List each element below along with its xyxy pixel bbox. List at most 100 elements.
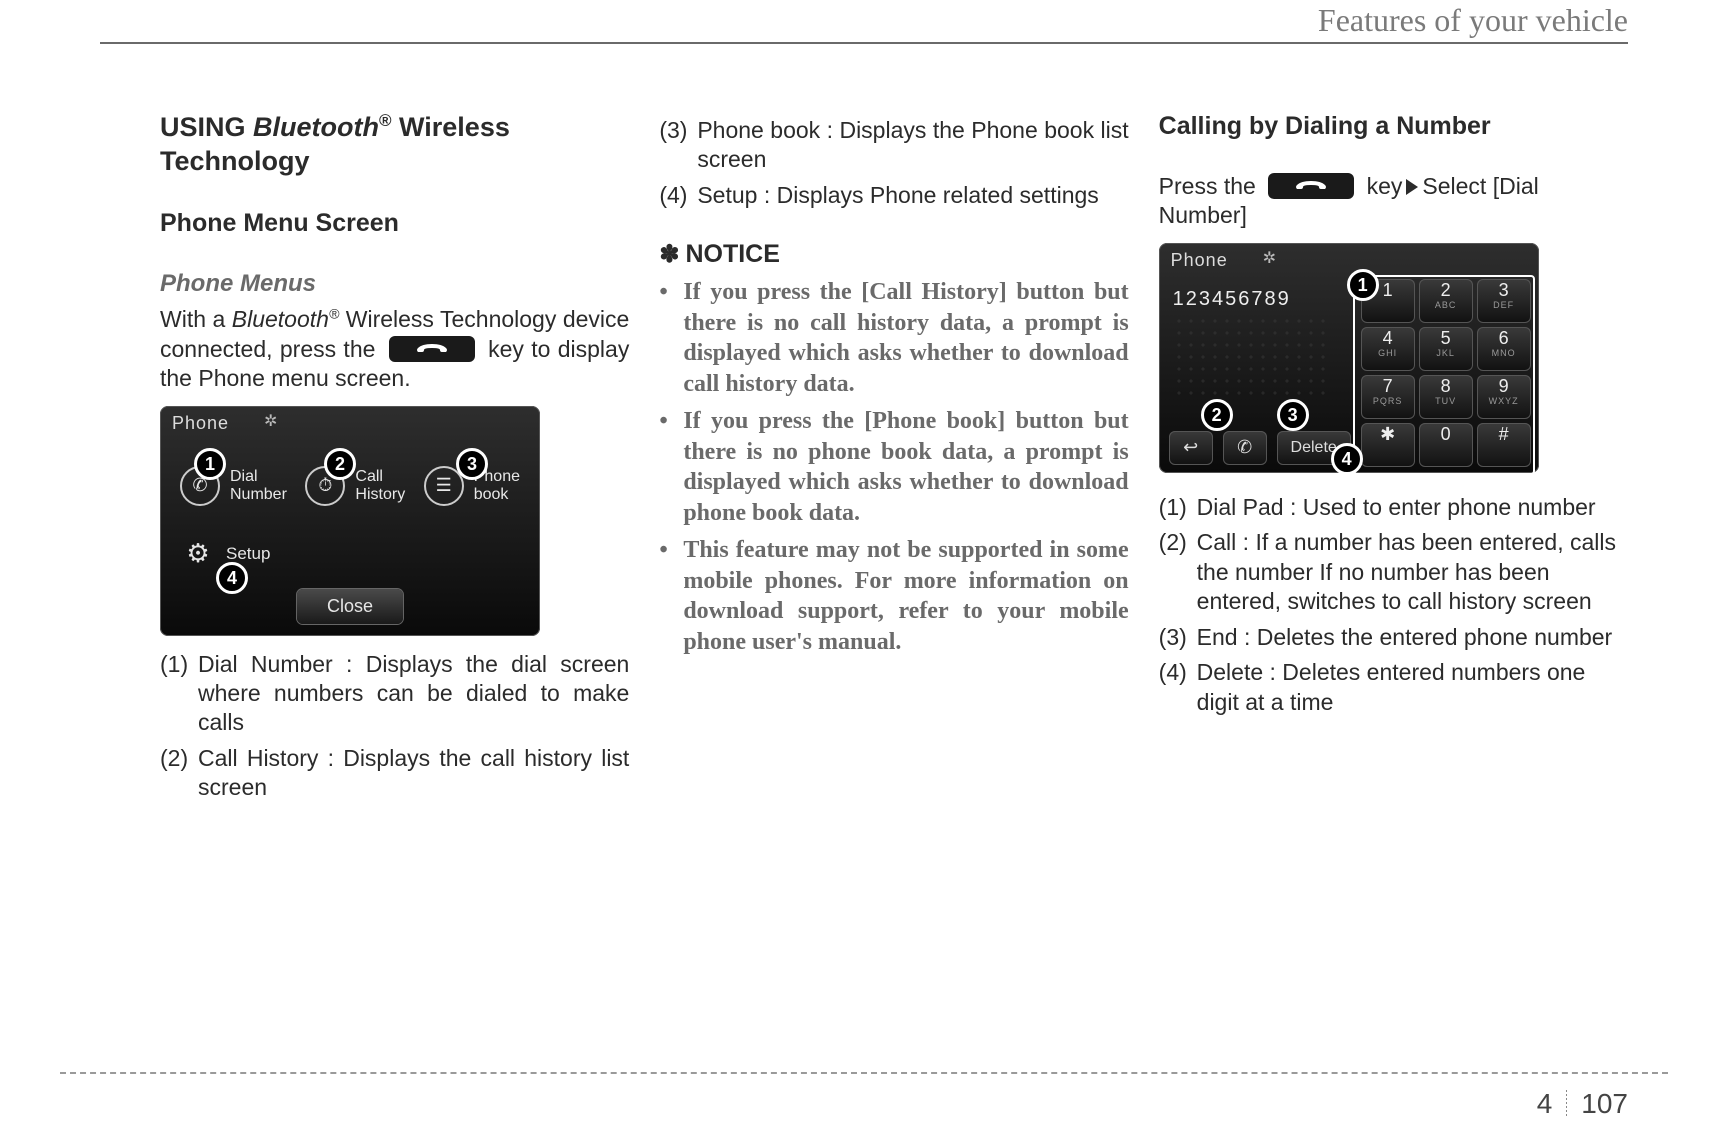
call-history-item: ⏱ CallHistory: [305, 466, 405, 506]
marker-1: 1: [1347, 269, 1379, 301]
c3-li2-num: (2): [1159, 528, 1197, 616]
dial-label-a: Dial: [230, 468, 258, 485]
keypad-key: 2ABC: [1419, 279, 1473, 323]
close-button-mock: Close: [297, 589, 403, 624]
call-button-mock: ✆: [1223, 431, 1267, 465]
header-rule: [100, 42, 1628, 44]
bullet-dot: •: [659, 277, 683, 400]
bullet-dot: •: [659, 406, 683, 529]
c3-li4-text: Delete : Deletes entered numbers one dig…: [1197, 658, 1628, 717]
section-title-dial: Calling by Dialing a Number: [1159, 110, 1628, 142]
keypad-key: 7PQRS: [1361, 375, 1415, 419]
c3-li1-num: (1): [1159, 493, 1197, 522]
c3-li4-num: (4): [1159, 658, 1197, 717]
bullet-3-text: This feature may not be supported in som…: [683, 535, 1128, 658]
bullet-2-text: If you press the [Phone book] button but…: [683, 406, 1128, 529]
column-2: (3) Phone book : Displays the Phone book…: [659, 110, 1128, 1028]
keypad-key: 6MNO: [1477, 327, 1531, 371]
bullet-item: • If you press the [Phone book] button b…: [659, 406, 1128, 529]
bullet-1-text: If you press the [Call History] button b…: [683, 277, 1128, 400]
c3-li3-num: (3): [1159, 623, 1197, 652]
list-item: (2) Call History : Displays the call his…: [160, 744, 629, 803]
chapter-number: 4: [1537, 1088, 1553, 1120]
dial-keypad: 1 2ABC3DEF4GHI5JKL6MNO7PQRS8TUV9WXYZ✱ 0 …: [1361, 279, 1531, 467]
section-title: USING Bluetooth® Wireless Technology: [160, 110, 629, 179]
keypad-key: 8TUV: [1419, 375, 1473, 419]
marker-3: 3: [456, 448, 488, 480]
li2-text: Call History : Displays the call history…: [198, 744, 629, 803]
shot2-title: Phone: [1171, 249, 1228, 272]
li1-num: (1): [160, 650, 198, 738]
subsubsection-title: Phone Menus: [160, 269, 629, 300]
notice-label: NOTICE: [685, 240, 779, 268]
shot1-title: Phone: [172, 412, 229, 435]
marker-3: 3: [1277, 399, 1309, 431]
marker-2: 2: [1201, 399, 1233, 431]
keypad-key: #: [1477, 423, 1531, 467]
bullet-item: • This feature may not be supported in s…: [659, 535, 1128, 658]
setup-icon: ⚙: [180, 536, 216, 572]
triangle-icon: [1406, 179, 1418, 195]
intro-bluetooth: Bluetooth: [232, 306, 329, 332]
bluetooth-icon: ✲: [1263, 249, 1276, 269]
column-3: Calling by Dialing a Number Press the ke…: [1159, 110, 1628, 1028]
subsection-title: Phone Menu Screen: [160, 207, 629, 239]
notice-heading: ✽NOTICE: [659, 238, 1128, 271]
phone-menu-screenshot: Phone ✲ ✆ DialNumber ⏱ CallHistory ☰ Pho…: [160, 406, 540, 636]
book-label-b: book: [474, 486, 509, 503]
dial-label-b: Number: [230, 486, 287, 503]
intro-reg: ®: [329, 306, 339, 322]
notice-star-icon: ✽: [659, 241, 679, 268]
phone-key-icon: [389, 336, 475, 362]
list-item: (1) Dial Pad : Used to enter phone numbe…: [1159, 493, 1628, 522]
keypad-key: 4GHI: [1361, 327, 1415, 371]
li4-text: Setup : Displays Phone related settings: [697, 181, 1128, 210]
history-label-a: Call: [355, 468, 383, 485]
page-separator: [1566, 1090, 1567, 1118]
li3-text: Phone book : Displays the Phone book lis…: [697, 116, 1128, 175]
li1-text: Dial Number : Displays the dial screen w…: [198, 650, 629, 738]
list-item: (4) Setup : Displays Phone related setti…: [659, 181, 1128, 210]
keypad-key: 3DEF: [1477, 279, 1531, 323]
marker-4: 4: [1331, 443, 1363, 475]
c3-li2-text: Call : If a number has been entered, cal…: [1197, 528, 1628, 616]
phone-key-icon: [1268, 173, 1354, 199]
header-title: Features of your vehicle: [1318, 2, 1628, 39]
footer-rule: [60, 1072, 1668, 1074]
li4-num: (4): [659, 181, 697, 210]
page-no: 107: [1581, 1088, 1628, 1120]
c3-li3-text: End : Deletes the entered phone number: [1197, 623, 1628, 652]
column-1: USING Bluetooth® Wireless Technology Pho…: [160, 110, 629, 1028]
list-item: (3) End : Deletes the entered phone numb…: [1159, 623, 1628, 652]
title-reg: ®: [379, 111, 392, 130]
li3-num: (3): [659, 116, 697, 175]
keypad-key: 5JKL: [1419, 327, 1473, 371]
keypad-key: 0: [1419, 423, 1473, 467]
dial-intro-a: Press the: [1159, 173, 1263, 199]
dot-grid: [1173, 315, 1333, 395]
marker-4: 4: [216, 562, 248, 594]
bullet-dot: •: [659, 535, 683, 658]
intro-paragraph: With a Bluetooth® Wireless Technology de…: [160, 305, 629, 393]
title-bluetooth: Bluetooth: [253, 112, 379, 142]
list-item: (2) Call : If a number has been entered,…: [1159, 528, 1628, 616]
dial-number-screenshot: Phone ✲ 123456789 1 2ABC3DEF 4GHI5JKL6MNO…: [1159, 243, 1539, 473]
history-label-b: History: [355, 486, 405, 503]
dial-intro-b: key: [1360, 173, 1402, 199]
bluetooth-icon: ✲: [264, 412, 277, 432]
marker-2: 2: [324, 448, 356, 480]
bullet-item: • If you press the [Call History] button…: [659, 277, 1128, 400]
list-item: (3) Phone book : Displays the Phone book…: [659, 116, 1128, 175]
title-part-a: USING: [160, 112, 253, 142]
keypad-key: ✱: [1361, 423, 1415, 467]
dial-intro: Press the keySelect [Dial Number]: [1159, 172, 1628, 231]
page-number: 4 107: [1537, 1088, 1628, 1120]
list-item: (4) Delete : Deletes entered numbers one…: [1159, 658, 1628, 717]
keypad-key: 9WXYZ: [1477, 375, 1531, 419]
marker-1: 1: [194, 448, 226, 480]
li2-num: (2): [160, 744, 198, 803]
back-button-mock: ↩: [1169, 431, 1213, 465]
entered-number: 123456789: [1173, 287, 1291, 313]
intro-a: With a: [160, 306, 232, 332]
list-item: (1) Dial Number : Displays the dial scre…: [160, 650, 629, 738]
